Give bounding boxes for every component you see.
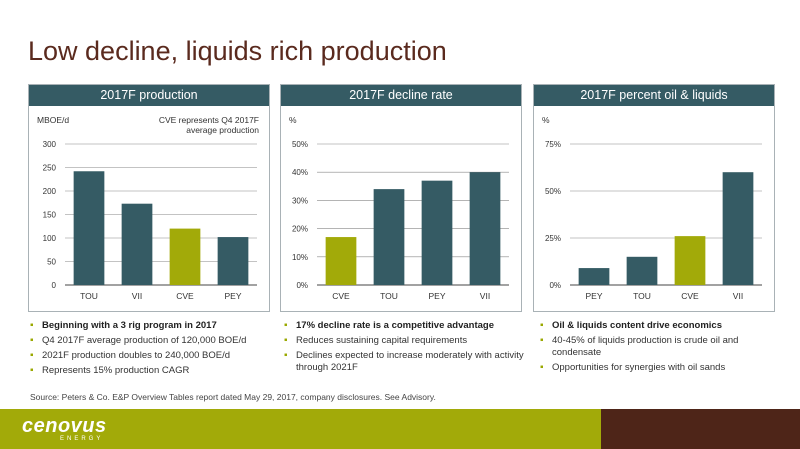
bullet-item: Declines expected to increase moderately… [284, 350, 526, 374]
bar-tou [73, 171, 105, 285]
x-tick-label: CVE [681, 291, 699, 301]
y-tick-label: 150 [43, 211, 57, 220]
bar-cve [674, 236, 706, 285]
x-tick-label: CVE [332, 291, 350, 301]
y-tick-label: 50% [292, 140, 308, 149]
bullet-item: Represents 15% production CAGR [30, 365, 272, 377]
bar-pey [578, 268, 610, 285]
y-axis-label: MBOE/d [37, 115, 69, 125]
liquids-bullets: Oil & liquids content drive economics 40-… [540, 320, 782, 377]
chart-annotation: average production [186, 125, 259, 135]
decline-bullets: 17% decline rate is a competitive advant… [284, 320, 526, 377]
production-bullets: Beginning with a 3 rig program in 2017 Q4… [30, 320, 272, 380]
x-tick-label: TOU [633, 291, 651, 301]
x-tick-label: PEY [224, 291, 241, 301]
decline-rate-chart-panel: 2017F decline rate % 0% 10% 20% 30% 40% 50% CVE… [280, 84, 522, 312]
y-axis-label: % [289, 115, 297, 125]
oil-liquids-chart: % 0% 25% 50% 75% PEY TOU CVE VII [542, 115, 762, 301]
decline-rate-chart: % 0% 10% 20% 30% 40% 50% CVE TOU PEY VII [289, 115, 509, 301]
cenovus-logo: cenovus [22, 415, 107, 437]
bullet-item: Q4 2017F average production of 120,000 B… [30, 335, 272, 347]
bullet-item: Beginning with a 3 rig program in 2017 [30, 320, 272, 332]
x-tick-label: VII [132, 291, 142, 301]
x-tick-label: VII [480, 291, 490, 301]
x-tick-label: TOU [80, 291, 98, 301]
x-tick-label: CVE [176, 291, 194, 301]
y-tick-label: 50 [47, 258, 56, 267]
bullet-item: Oil & liquids content drive economics [540, 320, 782, 332]
source-note: Source: Peters & Co. E&P Overview Tables… [30, 392, 436, 402]
x-tick-label: VII [733, 291, 743, 301]
y-tick-label: 0% [549, 281, 561, 290]
bar-vii [121, 203, 153, 285]
y-axis-label: % [542, 115, 550, 125]
bar-pey [217, 237, 249, 285]
cenovus-logo-sub: ENERGY [60, 436, 104, 442]
y-tick-label: 100 [43, 234, 57, 243]
oil-liquids-chart-title: 2017F percent oil & liquids [534, 85, 774, 106]
y-tick-label: 20% [292, 225, 308, 234]
bullet-item: 40-45% of liquids production is crude oi… [540, 335, 782, 359]
y-tick-label: 0% [296, 281, 308, 290]
y-tick-label: 50% [545, 187, 561, 196]
y-tick-label: 200 [43, 187, 57, 196]
production-chart-title: 2017F production [29, 85, 269, 106]
y-tick-label: 250 [43, 164, 57, 173]
x-tick-label: PEY [428, 291, 445, 301]
y-tick-label: 10% [292, 253, 308, 262]
y-tick-label: 30% [292, 196, 308, 205]
chart-annotation: CVE represents Q4 2017F [159, 115, 259, 125]
footer-accent [601, 409, 800, 449]
x-tick-label: TOU [380, 291, 398, 301]
bar-vii [722, 172, 754, 285]
y-tick-label: 75% [545, 140, 561, 149]
oil-liquids-chart-panel: 2017F percent oil & liquids % 0% 25% 50% 75%… [533, 84, 775, 312]
y-tick-label: 25% [545, 234, 561, 243]
y-tick-label: 0 [52, 281, 57, 290]
bar-tou [626, 256, 658, 285]
page-title: Low decline, liquids rich production [28, 36, 447, 66]
bar-vii [469, 172, 501, 285]
bar-pey [421, 180, 453, 285]
production-chart-panel: 2017F production MBOE/d CVE represents Q4… [28, 84, 270, 312]
bullet-item: Opportunities for synergies with oil san… [540, 362, 782, 374]
bar-cve [325, 237, 357, 285]
y-tick-label: 40% [292, 168, 308, 177]
bar-cve [169, 228, 201, 285]
decline-rate-chart-title: 2017F decline rate [281, 85, 521, 106]
y-tick-label: 300 [43, 140, 57, 149]
bullet-item: Reduces sustaining capital requirements [284, 335, 526, 347]
x-tick-label: PEY [585, 291, 602, 301]
bullet-item: 17% decline rate is a competitive advant… [284, 320, 526, 332]
bar-tou [373, 189, 405, 285]
bullet-item: 2021F production doubles to 240,000 BOE/… [30, 350, 272, 362]
